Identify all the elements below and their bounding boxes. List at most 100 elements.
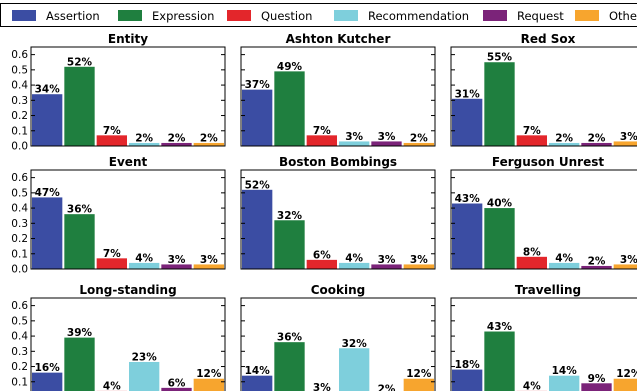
bar-assertion <box>242 189 273 269</box>
legend-swatch-other <box>575 10 599 21</box>
bar-assertion <box>452 98 483 146</box>
data-label-assertion: 31% <box>455 88 481 100</box>
data-label-expression: 36% <box>67 204 93 216</box>
y-tick-label: 0.4 <box>11 331 28 343</box>
y-tick-label: 0.4 <box>11 80 28 92</box>
bar-request <box>161 387 192 391</box>
bar-expression <box>484 208 515 269</box>
bar-question <box>96 258 127 269</box>
bar-assertion <box>32 197 63 269</box>
bar-recommendation <box>129 142 160 146</box>
panel-title: Ashton Kutcher <box>286 32 391 46</box>
bar-recommendation <box>549 262 580 269</box>
panel-title: Entity <box>108 32 148 46</box>
panel-title: Red Sox <box>521 32 576 46</box>
bar-request <box>581 265 612 269</box>
data-label-other: 3% <box>620 254 637 266</box>
bar-recommendation <box>129 361 160 391</box>
y-tick-label: 0.0 <box>11 141 28 153</box>
bar-expression <box>274 342 305 391</box>
y-tick-label: 0.1 <box>11 376 28 388</box>
data-label-expression: 55% <box>487 52 513 64</box>
y-tick-label: 0.0 <box>11 264 28 276</box>
data-label-request: 3% <box>168 254 186 266</box>
data-label-expression: 52% <box>67 56 93 68</box>
panel-boston-bombings: Boston Bombings 52% 32% 6% 4% 3% 3% <box>240 155 436 270</box>
legend-frame <box>0 3 637 27</box>
panel-ashton-kutcher: Ashton Kutcher 37% 49% 7% 3% 3% 2% <box>240 32 436 147</box>
bar-other <box>613 378 637 391</box>
panel-title: Ferguson Unrest <box>492 155 604 169</box>
data-label-expression: 36% <box>277 332 303 344</box>
legend-label-recommendation: Recommendation <box>368 9 469 23</box>
bar-recommendation <box>339 141 370 146</box>
panel-red-sox: Red Sox 31% 55% 7% 2% 2% 3% <box>450 32 637 147</box>
bar-expression <box>274 71 305 146</box>
legend-label-other: Other <box>609 9 637 23</box>
chart-panels: Entity 34% 52% 7% 2% 2% 2% 0.0 0.1 0.2 0.3 0.4 0.5 0.… <box>11 32 637 391</box>
panel-event: Event 47% 36% 7% 4% 3% 3% 0.0 0.1 0.2 0.3 0.4 0.5 0.6 <box>11 155 226 276</box>
panel-frame <box>30 46 226 147</box>
legend-swatch-expression <box>118 10 142 21</box>
data-label-question: 7% <box>103 248 121 260</box>
bar-assertion <box>452 369 483 391</box>
bar-question <box>96 135 127 146</box>
panel-long-standing: Long-standing16%39%4%23%6%12%0.00.10.20.… <box>11 283 226 391</box>
bar-other <box>193 264 224 269</box>
legend-label-request: Request <box>517 9 564 23</box>
data-label-request: 2% <box>588 255 606 267</box>
panel-title: Travelling <box>515 283 581 297</box>
bar-recommendation <box>129 262 160 269</box>
data-label-other: 3% <box>200 254 218 266</box>
y-tick-label: 0.5 <box>11 187 28 199</box>
y-tick-label: 0.2 <box>11 233 28 245</box>
bar-expression <box>64 214 95 269</box>
bar-expression <box>274 220 305 269</box>
y-tick-label: 0.6 <box>11 300 28 312</box>
bar-request <box>371 141 402 146</box>
bar-request <box>161 142 192 146</box>
panel-frame <box>240 46 436 147</box>
data-label-question: 4% <box>103 380 121 391</box>
data-label-recommendation: 3% <box>345 131 363 143</box>
panel-frame <box>30 297 226 391</box>
data-label-recommendation: 4% <box>345 252 363 264</box>
panel-cooking: Cooking 14% 36% 3% 32% 2% 12% <box>240 283 436 391</box>
panel-frame <box>450 46 637 147</box>
data-label-assertion: 16% <box>35 362 61 374</box>
data-label-recommendation: 32% <box>342 338 368 350</box>
bar-question <box>516 256 547 269</box>
panel-frame <box>450 297 637 391</box>
panel-frame <box>240 169 436 270</box>
bar-other <box>613 141 637 146</box>
bar-expression <box>484 331 515 391</box>
data-label-question: 6% <box>313 249 331 261</box>
data-label-recommendation: 4% <box>135 252 153 264</box>
data-label-request: 2% <box>168 132 186 144</box>
data-label-request: 3% <box>378 254 396 266</box>
bar-assertion <box>32 94 63 146</box>
data-label-expression: 39% <box>67 327 93 339</box>
y-tick-label: 0.6 <box>11 172 28 184</box>
bar-assertion <box>32 372 63 391</box>
data-label-expression: 43% <box>487 321 513 333</box>
data-label-question: 3% <box>313 382 331 391</box>
data-label-expression: 40% <box>487 198 513 210</box>
bar-recommendation <box>549 142 580 146</box>
data-label-other: 3% <box>410 254 428 266</box>
y-tick-label: 0.2 <box>11 361 28 373</box>
bar-assertion <box>242 375 273 391</box>
y-tick-label: 0.6 <box>11 49 28 61</box>
data-label-other: 3% <box>620 131 637 143</box>
legend-swatch-question <box>227 10 251 21</box>
bar-other <box>403 378 434 391</box>
panel-title: Cooking <box>311 283 366 297</box>
legend-label-question: Question <box>261 9 312 23</box>
data-label-assertion: 52% <box>245 179 271 191</box>
y-tick-label: 0.5 <box>11 315 28 327</box>
data-label-question: 4% <box>523 380 541 391</box>
data-label-other: 2% <box>200 132 218 144</box>
panel-ferguson-unrest: Ferguson Unrest 43% 40% 8% 4% 2% 3% <box>450 155 637 270</box>
data-label-question: 7% <box>313 125 331 137</box>
